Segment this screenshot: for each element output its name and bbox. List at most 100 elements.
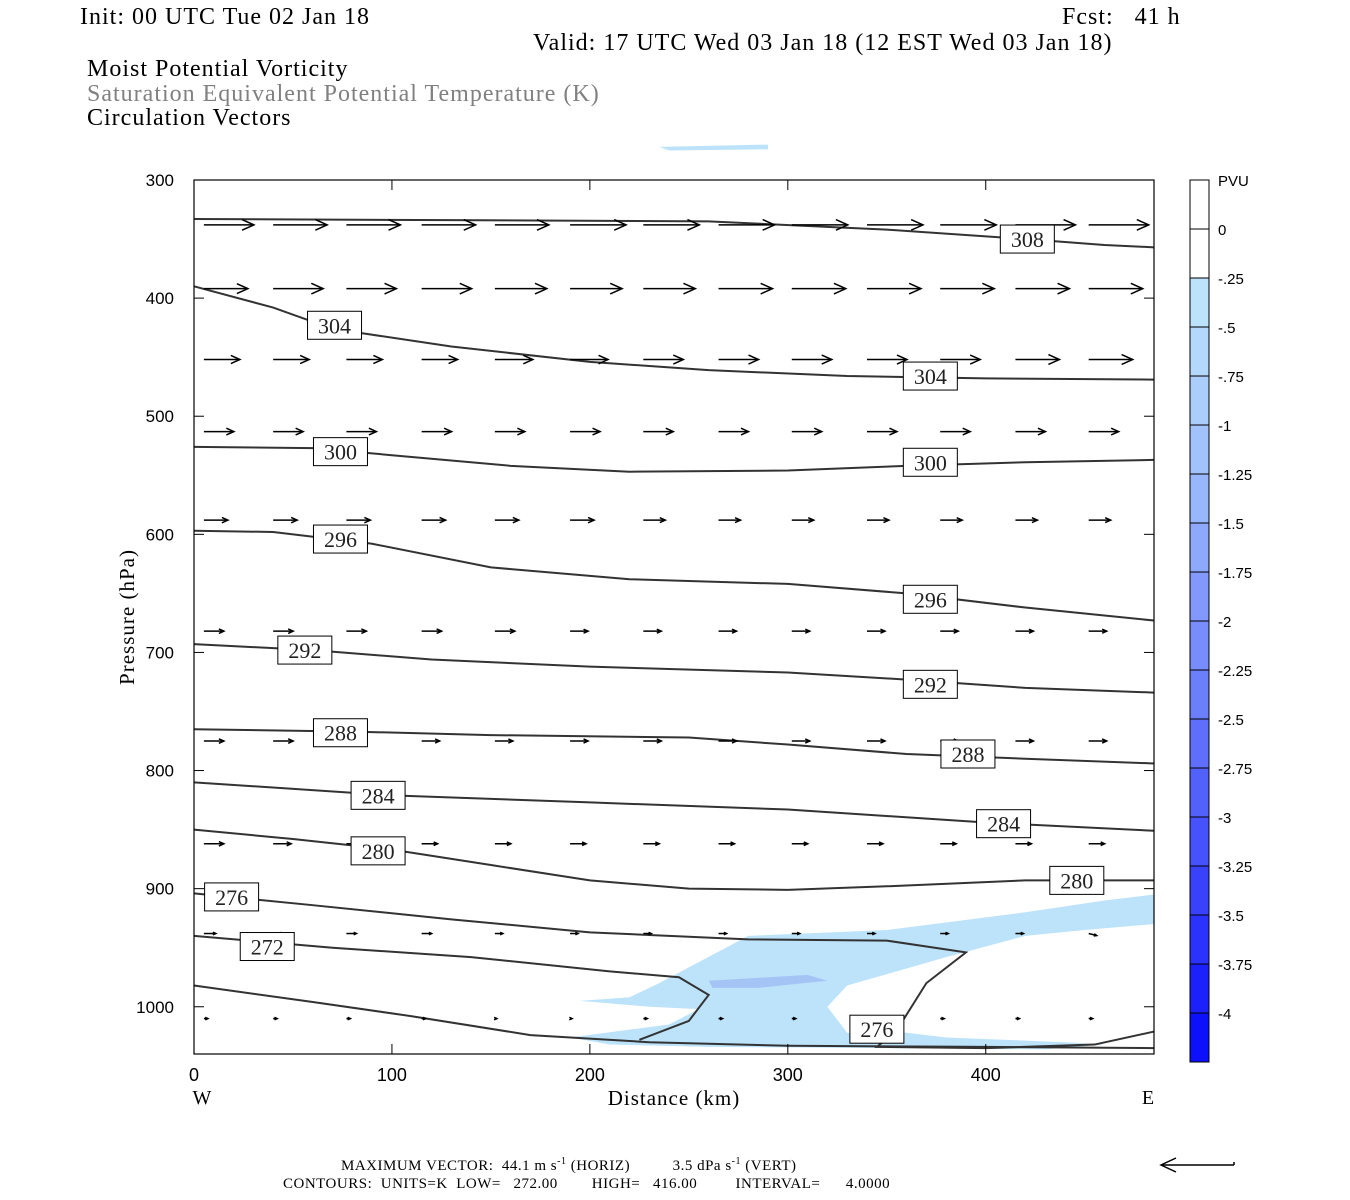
vector-2-9: [866, 354, 909, 365]
vector-5-9: [866, 628, 887, 634]
vector-6-11: [1015, 738, 1036, 744]
contour-label-288-1: 288: [940, 739, 996, 769]
colorbar-label-9: -2.25: [1218, 663, 1252, 680]
vector-head: [648, 931, 654, 936]
contour-272-line-10: [193, 984, 1155, 1050]
vector-head: [945, 931, 951, 936]
vector-head: [592, 427, 602, 436]
vector-head: [644, 1016, 650, 1021]
vector-head: [218, 840, 226, 847]
vector-head: [683, 282, 698, 295]
contour-label-box: [902, 584, 958, 614]
vector-head: [290, 516, 300, 524]
vector-1-6: [643, 282, 698, 295]
vector-4-10: [940, 516, 965, 524]
vector-head: [1093, 933, 1099, 937]
vector-head: [804, 628, 812, 634]
vector-head: [436, 628, 444, 635]
colorbar-label-6: -1.5: [1218, 516, 1244, 533]
vector-head: [226, 427, 236, 436]
vector-1-0: [203, 283, 250, 295]
vector-head: [910, 218, 925, 231]
vector-head: [953, 628, 961, 634]
contour-label-288-0: 288: [312, 718, 368, 748]
contour-308-line-0: [193, 217, 1155, 249]
horiz-exponent: -1: [557, 1156, 567, 1167]
vector-head: [287, 628, 296, 635]
colorbar-bin-14: [1190, 866, 1209, 915]
vector-head: [871, 931, 877, 936]
max-vector-label: MAXIMUM VECTOR:: [341, 1158, 494, 1174]
pvu-colorbar: PVU 0 -.25 -.5 -.75 -1 -1.25 -1.5 -1.75 -2 -2.25 -2…: [1189, 173, 1252, 1063]
colorbar-bin-15: [1190, 915, 1209, 964]
colorbar-label-7: -1.75: [1218, 565, 1252, 582]
vector-head: [833, 282, 848, 295]
vector-8-11: [1015, 931, 1026, 936]
vector-head: [908, 282, 923, 295]
vector-head: [230, 354, 242, 365]
vector-8-4: [494, 931, 505, 936]
vector-2-1: [273, 354, 312, 365]
vector-5-0: [203, 628, 226, 635]
vector-head: [730, 841, 737, 847]
contour-label-304-1: 304: [902, 361, 958, 391]
vector-head: [659, 516, 668, 524]
colorbar-label-8: -2: [1218, 614, 1231, 631]
max-vector-line: MAXIMUM VECTOR: 44.1 m s-1 (HORIZ) 3.5 d…: [341, 1156, 797, 1175]
vector-3-8: [791, 427, 824, 436]
max-vector-vert: 3.5 dPa s: [672, 1158, 732, 1174]
colorbar-bin-9: [1190, 621, 1209, 670]
vector-4-9: [866, 516, 891, 524]
vector-2-12: [1088, 353, 1135, 366]
vector-head: [433, 841, 440, 847]
vector-head: [1031, 516, 1040, 524]
vector-head: [523, 354, 535, 365]
vector-head: [1020, 931, 1026, 936]
vector-1-12: [1088, 282, 1145, 295]
colorbar-bin-11: [1190, 719, 1209, 768]
plot-frame: [193, 179, 1155, 1055]
contour-label-text: 280: [1060, 868, 1093, 893]
vector-head: [1104, 516, 1113, 524]
contour-label-text: 284: [362, 783, 395, 808]
vector-head: [956, 516, 965, 524]
vector-head: [1037, 427, 1048, 436]
colorbar-label-11: -2.75: [1218, 761, 1252, 778]
vector-head: [373, 354, 385, 365]
vector-head: [1136, 218, 1151, 231]
vector-1-1: [273, 282, 326, 295]
vector-6-1: [273, 738, 296, 744]
vector-head: [813, 427, 824, 436]
vector-9-8: [791, 1016, 798, 1021]
vector-2-10: [940, 354, 983, 365]
field-title-theta-es: Saturation Equivalent Potential Temperat…: [87, 81, 600, 107]
vector-5-12: [1088, 628, 1109, 634]
contour-label-276-0: 276: [204, 882, 260, 912]
vector-head: [672, 354, 686, 365]
colorbar-bin-17: [1190, 1013, 1209, 1062]
contour-label-text: 296: [324, 527, 357, 552]
vector-9-5: [569, 1016, 574, 1021]
vector-3-5: [570, 427, 602, 436]
vector-head: [517, 427, 527, 436]
vert-exponent: -1: [731, 1156, 742, 1167]
vector-0-4: [494, 218, 551, 231]
vector-head: [656, 628, 664, 634]
x-tick-label-0: 0: [189, 1065, 199, 1085]
contour-label-280-0: 280: [350, 836, 406, 866]
vector-6-5: [570, 738, 590, 744]
contour-label-308-0: 308: [999, 224, 1055, 254]
field-title-mpv: Moist Potential Vorticity: [87, 56, 349, 82]
contour-label-text: 280: [362, 839, 395, 864]
vector-0-5: [570, 218, 628, 231]
vector-9-12: [1088, 1016, 1095, 1021]
colorbar-label-13: -3.25: [1218, 859, 1252, 876]
vector-9-0: [203, 1016, 210, 1021]
vector-6-8: [791, 738, 812, 744]
colorbar-label-14: -3.5: [1218, 908, 1244, 925]
contour-280-line-7: [193, 828, 1154, 891]
colorbar-label-12: -3: [1218, 810, 1231, 827]
vector-head: [583, 738, 590, 744]
vector-8-2: [346, 931, 359, 936]
vector-head: [439, 516, 448, 524]
